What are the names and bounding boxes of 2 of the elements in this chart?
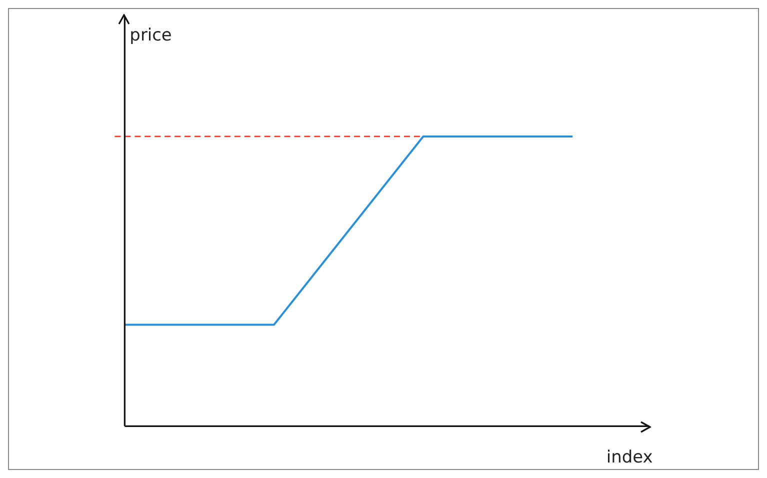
text: price: [130, 24, 172, 44]
x-axis-title: index: [606, 446, 653, 466]
